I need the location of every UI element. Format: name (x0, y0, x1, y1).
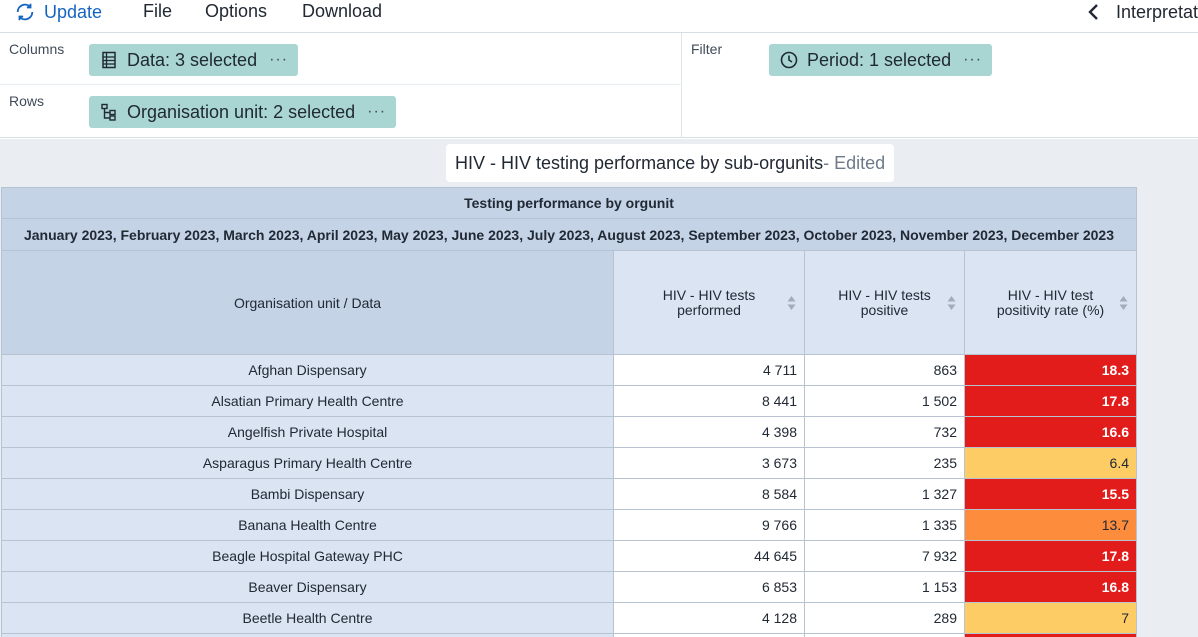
column-header-tests-performed[interactable]: HIV - HIV tests performed (613, 250, 805, 355)
column-header-positivity-rate[interactable]: HIV - HIV test positivity rate (%) (963, 250, 1138, 355)
row-header: Bambi Dispensary (1, 478, 614, 510)
layout-axes: Columns Data: 3 selected ··· Rows (0, 33, 682, 138)
row-header: Afghan Dispensary (1, 354, 614, 386)
cell-tests-positive[interactable]: 235 (804, 447, 965, 479)
cell-positivity-rate[interactable]: 17.8 (963, 385, 1138, 417)
download-menu[interactable]: Download (302, 1, 383, 21)
cell-positivity-rate[interactable]: 13.7 (963, 509, 1138, 541)
column-header-label: HIV - HIV tests performed (662, 286, 756, 318)
table-row: Beagle Hospital Gateway PHC 44 645 7 932… (1, 540, 1138, 572)
corner-header: Organisation unit / Data (1, 250, 614, 355)
layout-panel: Columns Data: 3 selected ··· Rows (0, 33, 1198, 138)
row-header: Angelfish Private Hospital (1, 416, 614, 448)
orgunit-chip-label: Organisation unit: 2 selected (127, 101, 356, 122)
cell-positivity-rate[interactable]: 7 (963, 602, 1138, 634)
table-row: Bambi Dispensary 8 584 1 327 15.5 (1, 478, 1138, 510)
period-chip-label: Period: 1 selected (807, 49, 952, 70)
cell-positivity-rate[interactable]: 16.8 (963, 571, 1138, 603)
period-chip-menu-icon[interactable]: ··· (963, 51, 983, 68)
data-chip-label: Data: 3 selected (127, 49, 258, 70)
cell-tests-performed[interactable]: 3 673 (613, 447, 805, 479)
pivot-table: Testing performance by orgunit January 2… (0, 187, 1138, 637)
data-icon (102, 51, 116, 69)
cell-tests-positive[interactable]: 7 932 (804, 540, 965, 572)
orgunit-chip[interactable]: Organisation unit: 2 selected ··· (89, 96, 397, 128)
cell-positivity-rate[interactable]: 16.6 (963, 416, 1138, 448)
row-header (1, 633, 614, 637)
cell-tests-positive[interactable]: 1 335 (804, 509, 965, 541)
cell-tests-performed[interactable]: 6 853 (613, 571, 805, 603)
update-icon (16, 3, 34, 21)
cell-tests-performed[interactable]: 8 441 (613, 385, 805, 417)
table-row: Asparagus Primary Health Centre 3 673 23… (1, 447, 1138, 479)
rows-axis[interactable]: Rows Organisation unit: 2 selected ··· (0, 85, 682, 138)
row-header: Asparagus Primary Health Centre (1, 447, 614, 479)
cell-positivity-rate (963, 633, 1138, 637)
table-row: Afghan Dispensary 4 711 863 18.3 (1, 354, 1138, 386)
file-menu[interactable]: File (143, 1, 173, 21)
cell-positivity-rate[interactable]: 15.5 (963, 478, 1138, 510)
cell-positivity-rate[interactable]: 17.8 (963, 540, 1138, 572)
period-chip[interactable]: Period: 1 selected ··· (769, 44, 993, 76)
edited-indicator: - Edited (823, 152, 886, 173)
cell-tests-positive[interactable]: 732 (804, 416, 965, 448)
columns-label: Columns (9, 41, 65, 57)
row-header: Banana Health Centre (1, 509, 614, 541)
cell-tests-performed[interactable]: 9 766 (613, 509, 805, 541)
table-title-header: Testing performance by orgunit (0, 187, 1138, 219)
column-header-label: HIV - HIV test positivity rate (%) (996, 286, 1105, 318)
cell-positivity-rate[interactable]: 18.3 (963, 354, 1138, 386)
cell-tests-performed (613, 633, 805, 637)
cell-tests-performed[interactable]: 8 584 (613, 478, 805, 510)
data-chip[interactable]: Data: 3 selected ··· (89, 44, 299, 76)
chevron-left-icon (1088, 4, 1098, 20)
update-label: Update (44, 1, 103, 22)
cell-tests-positive[interactable]: 1 502 (804, 385, 965, 417)
visualization-title: HIV - HIV testing performance by sub-org… (446, 144, 895, 182)
menu-bar: Update File Options Download Interpretat… (0, 0, 1198, 33)
row-header: Alsatian Primary Health Centre (1, 385, 614, 417)
data-chip-menu-icon[interactable]: ··· (269, 51, 289, 68)
sort-icon[interactable] (947, 295, 956, 311)
visualization-title-text: HIV - HIV testing performance by sub-org… (455, 152, 824, 173)
cell-tests-positive[interactable]: 289 (804, 602, 965, 634)
sort-icon[interactable] (1119, 295, 1128, 311)
period-header: January 2023, February 2023, March 2023,… (0, 218, 1138, 251)
column-header-tests-positive[interactable]: HIV - HIV tests positive (804, 250, 965, 355)
interpretations-toggle[interactable]: Interpretations (1086, 0, 1198, 24)
filter-axis[interactable]: Filter Period: 1 selected ··· (682, 33, 1198, 138)
table-row: Alsatian Primary Health Centre 8 441 1 5… (1, 385, 1138, 417)
column-header-label: HIV - HIV tests positive (838, 286, 931, 318)
table-row: Beaver Dispensary 6 853 1 153 16.8 (1, 571, 1138, 603)
cell-tests-performed[interactable]: 4 128 (613, 602, 805, 634)
cell-tests-positive[interactable]: 1 153 (804, 571, 965, 603)
filter-label: Filter (691, 41, 723, 57)
table-row: Banana Health Centre 9 766 1 335 13.7 (1, 509, 1138, 541)
cell-tests-performed[interactable]: 4 711 (613, 354, 805, 386)
orgunit-chip-menu-icon[interactable]: ··· (367, 103, 387, 120)
cell-tests-positive[interactable]: 1 327 (804, 478, 965, 510)
row-header: Beetle Health Centre (1, 602, 614, 634)
visualization-canvas: HIV - HIV testing performance by sub-org… (0, 139, 1198, 637)
cell-tests-performed[interactable]: 4 398 (613, 416, 805, 448)
table-row-partial (1, 633, 1138, 637)
table-row: Angelfish Private Hospital 4 398 732 16.… (1, 416, 1138, 448)
table-row: Beetle Health Centre 4 128 289 7 (1, 602, 1138, 634)
orgunit-tree-icon (101, 103, 116, 121)
cell-tests-positive (804, 633, 965, 637)
columns-axis[interactable]: Columns Data: 3 selected ··· (0, 33, 682, 85)
interpretations-label: Interpretations (1116, 1, 1198, 22)
row-header: Beaver Dispensary (1, 571, 614, 603)
update-button[interactable]: Update (14, 0, 102, 24)
rows-label: Rows (9, 93, 45, 109)
row-header: Beagle Hospital Gateway PHC (1, 540, 614, 572)
cell-tests-positive[interactable]: 863 (804, 354, 965, 386)
pivot-body: Afghan Dispensary 4 711 863 18.3 Alsatia… (1, 354, 1138, 637)
cell-positivity-rate[interactable]: 6.4 (963, 447, 1138, 479)
sort-icon[interactable] (787, 295, 796, 311)
options-menu[interactable]: Options (205, 1, 268, 21)
cell-tests-performed[interactable]: 44 645 (613, 540, 805, 572)
clock-icon (780, 51, 798, 69)
